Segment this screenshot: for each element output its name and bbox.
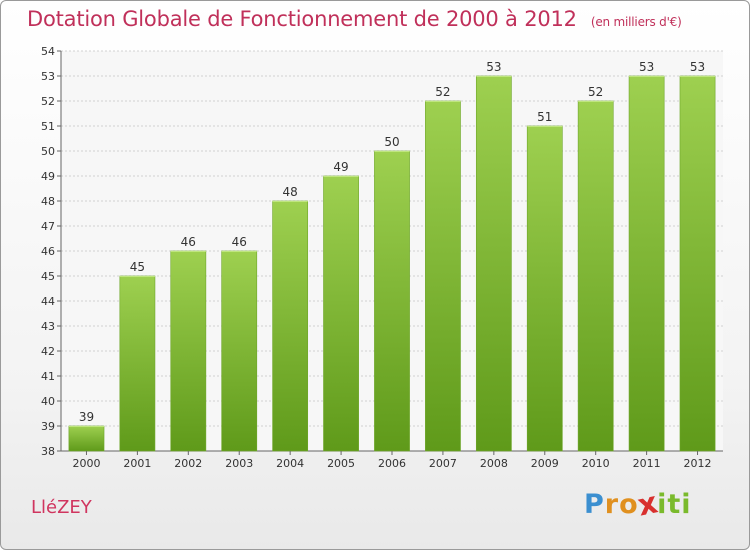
y-tick-label: 41: [41, 370, 55, 383]
data-label-2003: 46: [232, 235, 247, 249]
y-tick-label: 43: [41, 320, 55, 333]
bar-2007: [425, 100, 461, 452]
bar-2006: [374, 150, 410, 452]
y-tick-label: 50: [41, 145, 55, 158]
x-tick-label: 2005: [327, 457, 355, 470]
bar-2005: [323, 175, 359, 452]
y-tick-label: 53: [41, 70, 55, 83]
bar-2003: [221, 250, 258, 452]
data-label-2006: 50: [384, 135, 399, 149]
chart-subtitle: (en milliers d'€): [590, 15, 682, 29]
data-label-2012: 53: [690, 60, 705, 74]
data-label-2002: 46: [181, 235, 196, 249]
x-tick-label: 2003: [225, 457, 253, 470]
bar-2012: [679, 75, 716, 452]
x-tick-label: 2009: [531, 457, 559, 470]
proxiti-logo: Proxiti: [584, 486, 692, 524]
x-tick-label: 2007: [429, 457, 457, 470]
bar-2009: [526, 125, 563, 452]
logo-letter: P: [584, 489, 605, 520]
x-tick-label: 2001: [123, 457, 151, 470]
y-tick-label: 48: [41, 195, 55, 208]
commune-name: LléZEY: [31, 497, 92, 518]
logo-letter: i: [657, 489, 668, 520]
x-tick-label: 2011: [633, 457, 661, 470]
logo-letter: i: [681, 489, 692, 520]
y-tick-label: 40: [41, 395, 55, 408]
y-tick-label: 46: [41, 245, 55, 258]
y-tick-label: 51: [41, 120, 55, 133]
y-tick-label: 39: [41, 420, 55, 433]
data-label-2007: 52: [435, 85, 450, 99]
bar-2002: [170, 250, 207, 452]
y-tick-label: 45: [41, 270, 55, 283]
chart-title-text: Dotation Globale de Fonctionnement de 20…: [27, 7, 577, 31]
data-label-2000: 39: [79, 410, 94, 424]
bar-2010: [577, 100, 614, 452]
logo-letter: t: [667, 489, 682, 520]
data-label-2005: 49: [333, 160, 348, 174]
chart-title: Dotation Globale de Fonctionnement de 20…: [27, 7, 682, 31]
y-tick-label: 52: [41, 95, 55, 108]
x-tick-label: 2012: [684, 457, 712, 470]
x-tick-label: 2002: [174, 457, 202, 470]
x-tick-label: 2006: [378, 457, 406, 470]
bar-2001: [119, 275, 156, 452]
data-label-2001: 45: [130, 260, 145, 274]
y-tick-label: 42: [41, 345, 55, 358]
x-tick-label: 2010: [582, 457, 610, 470]
y-tick-label: 54: [41, 45, 55, 58]
y-tick-label: 38: [41, 445, 55, 458]
x-tick-label: 2000: [72, 457, 100, 470]
logo-letter: r: [604, 489, 620, 520]
y-tick-label: 47: [41, 220, 55, 233]
data-label-2009: 51: [537, 110, 552, 124]
logo-letter: o: [619, 489, 639, 520]
data-label-2008: 53: [486, 60, 501, 74]
data-label-2004: 48: [283, 185, 298, 199]
x-tick-label: 2004: [276, 457, 304, 470]
y-tick-label: 49: [41, 170, 55, 183]
data-label-2011: 53: [639, 60, 654, 74]
data-label-2010: 52: [588, 85, 603, 99]
x-tick-label: 2008: [480, 457, 508, 470]
bar-2011: [628, 75, 665, 452]
bar-2008: [475, 75, 512, 452]
y-tick-label: 44: [41, 295, 55, 308]
bar-2004: [272, 200, 309, 452]
bar-2000: [68, 425, 105, 452]
